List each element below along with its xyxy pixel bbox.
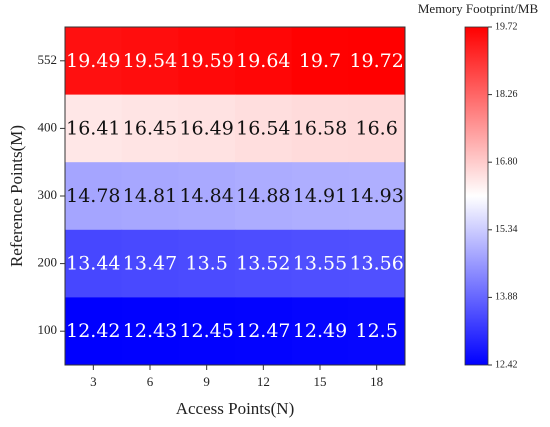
heatmap-cell bbox=[348, 162, 406, 231]
heatmap-cell bbox=[65, 229, 123, 298]
heatmap-cell bbox=[235, 27, 293, 96]
cell-label: 19.64 bbox=[236, 50, 290, 72]
cell-label: 13.5 bbox=[186, 253, 228, 275]
cell-label: 12.45 bbox=[179, 320, 233, 342]
heatmap-cell bbox=[121, 94, 179, 163]
cell-label: 12.49 bbox=[293, 320, 347, 342]
y-tick-label: 300 bbox=[38, 187, 58, 202]
colorbar-tick-label: 16.80 bbox=[495, 156, 518, 167]
cell-label: 14.88 bbox=[236, 185, 290, 207]
cell-label: 16.58 bbox=[293, 117, 347, 139]
heatmap-cell bbox=[235, 229, 293, 298]
heatmap-cell bbox=[178, 27, 236, 96]
cell-label: 19.72 bbox=[349, 50, 403, 72]
y-tick-label: 552 bbox=[38, 52, 58, 67]
cell-label: 14.78 bbox=[66, 185, 120, 207]
colorbar-label: Memory Footprint/MB bbox=[418, 1, 539, 16]
cell-label: 12.5 bbox=[356, 320, 398, 342]
x-tick-label: 18 bbox=[370, 374, 383, 389]
cell-label: 13.52 bbox=[236, 253, 290, 275]
cell-label: 12.47 bbox=[236, 320, 290, 342]
cell-label: 19.49 bbox=[66, 50, 120, 72]
heatmap-cell bbox=[178, 94, 236, 163]
heatmap-cell bbox=[65, 94, 123, 163]
heatmap-cell bbox=[235, 94, 293, 163]
cell-label: 16.54 bbox=[236, 117, 290, 139]
cell-label: 14.93 bbox=[349, 185, 403, 207]
cell-label: 16.45 bbox=[123, 117, 177, 139]
y-axis-label: Reference Points(M) bbox=[7, 125, 26, 267]
colorbar-tick-label: 12.42 bbox=[495, 359, 518, 370]
cell-label: 19.54 bbox=[123, 50, 177, 72]
colorbar-tick-label: 19.72 bbox=[495, 21, 518, 32]
cell-label: 14.91 bbox=[293, 185, 347, 207]
colorbar-tick-label: 13.88 bbox=[495, 292, 518, 303]
heatmap-cell bbox=[178, 297, 236, 366]
heatmap-cell bbox=[291, 27, 349, 96]
x-axis-label: Access Points(N) bbox=[176, 399, 295, 418]
heatmap-cell bbox=[121, 162, 179, 231]
heatmap-cell bbox=[65, 297, 123, 366]
cell-label: 12.42 bbox=[66, 320, 120, 342]
heatmap-cell bbox=[348, 27, 406, 96]
colorbar bbox=[464, 26, 489, 366]
x-tick-label: 3 bbox=[90, 374, 97, 389]
x-tick-label: 15 bbox=[314, 374, 327, 389]
heatmap-cell bbox=[291, 162, 349, 231]
heatmap-cell bbox=[65, 27, 123, 96]
colorbar-tick-label: 18.26 bbox=[495, 89, 518, 100]
y-tick-label: 200 bbox=[38, 255, 58, 270]
cell-label: 14.81 bbox=[123, 185, 177, 207]
heatmap-cell bbox=[178, 229, 236, 298]
cell-label: 16.6 bbox=[356, 117, 398, 139]
heatmap-cell bbox=[121, 229, 179, 298]
x-tick-label: 9 bbox=[203, 374, 210, 389]
heatmap-cell bbox=[291, 94, 349, 163]
cell-label: 13.55 bbox=[293, 253, 347, 275]
x-tick-label: 12 bbox=[257, 374, 270, 389]
heatmap-cell bbox=[348, 297, 406, 366]
colorbar-tick-label: 15.34 bbox=[495, 224, 518, 235]
cell-label: 19.7 bbox=[299, 50, 341, 72]
cell-label: 16.41 bbox=[66, 117, 120, 139]
heatmap-cell bbox=[178, 162, 236, 231]
cell-label: 14.84 bbox=[179, 185, 233, 207]
cell-label: 16.49 bbox=[179, 117, 233, 139]
heatmap-cell bbox=[348, 94, 406, 163]
cell-label: 19.59 bbox=[179, 50, 233, 72]
cell-label: 13.47 bbox=[123, 253, 177, 275]
cell-label: 13.44 bbox=[66, 253, 120, 275]
heatmap-cell bbox=[235, 297, 293, 366]
cell-label: 12.43 bbox=[123, 320, 177, 342]
heatmap-cell bbox=[121, 27, 179, 96]
heatmap-cell bbox=[121, 297, 179, 366]
heatmap-cell bbox=[65, 162, 123, 231]
heatmap-cell bbox=[348, 229, 406, 298]
heatmap-cell bbox=[291, 297, 349, 366]
cell-label: 13.56 bbox=[349, 253, 403, 275]
heatmap-cell bbox=[291, 229, 349, 298]
x-tick-label: 6 bbox=[147, 374, 154, 389]
y-tick-label: 100 bbox=[38, 322, 58, 337]
heatmap-cell bbox=[235, 162, 293, 231]
y-tick-label: 400 bbox=[38, 119, 58, 134]
